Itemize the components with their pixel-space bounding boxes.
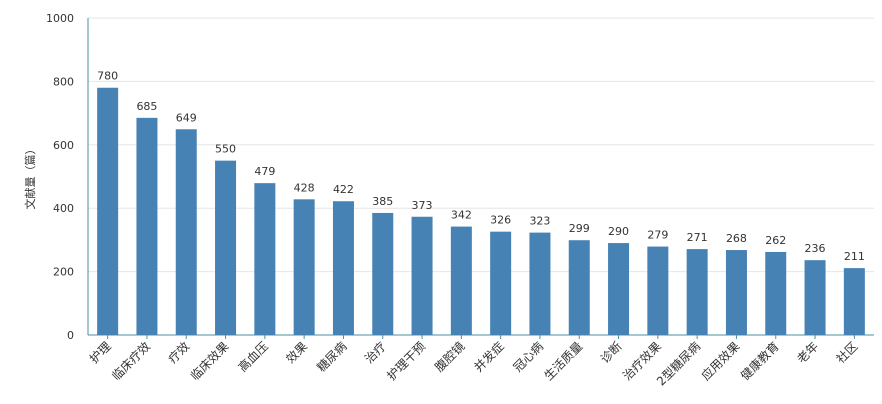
bar-value-label: 685 — [136, 100, 157, 113]
bar-value-label: 422 — [333, 183, 354, 196]
y-tick-label: 400 — [53, 202, 74, 215]
bar — [490, 231, 512, 335]
bar — [608, 243, 630, 335]
category-label: 效果 — [283, 339, 311, 367]
bar-value-label: 479 — [254, 165, 275, 178]
bar — [411, 216, 433, 335]
bar-value-label: 780 — [97, 70, 118, 83]
y-tick-label: 1000 — [46, 12, 74, 25]
category-label: 应用效果 — [698, 339, 743, 384]
category-label: 腹腔镜 — [431, 339, 467, 375]
y-tick-label: 200 — [53, 266, 74, 279]
bars — [97, 87, 865, 336]
bar-value-label: 428 — [294, 181, 315, 194]
bar — [647, 246, 669, 335]
bar-value-label: 290 — [608, 225, 629, 238]
bar — [254, 183, 276, 335]
category-label: 临床效果 — [187, 339, 232, 384]
category-label: 并发症 — [471, 339, 507, 375]
bar — [686, 249, 708, 335]
data-labels: 780 685 649 550 479 428 422 385 373 342 326 323 299 2… — [97, 70, 865, 263]
bar — [372, 212, 394, 335]
category-label: 社区 — [833, 339, 861, 367]
category-label: 诊断 — [597, 339, 625, 367]
category-label: 临床疗效 — [109, 339, 154, 384]
bar — [332, 201, 354, 335]
y-tick-label: 800 — [53, 75, 74, 88]
bar — [804, 260, 826, 335]
category-label: 护理干预 — [384, 339, 428, 383]
bar-value-label: 236 — [805, 242, 826, 255]
y-tick-label: 0 — [67, 329, 74, 342]
category-label: 高血压 — [235, 339, 271, 375]
category-labels: 护理临床疗效 疗效临床效果 高血压 效果 糖尿病 治疗护理干预 腹腔镜 并发症 冠心病生活质量诊… — [87, 339, 861, 389]
category-label: 健康教育 — [737, 339, 782, 384]
bar-value-label: 342 — [451, 209, 472, 222]
y-tick-label: 600 — [53, 139, 74, 152]
bar — [136, 117, 158, 335]
bar-value-label: 385 — [372, 195, 393, 208]
category-label: 冠心病 — [510, 339, 546, 375]
bar — [97, 87, 119, 336]
category-label: 疗效 — [165, 339, 193, 367]
bar-value-label: 550 — [215, 143, 236, 156]
bar-value-label: 268 — [726, 232, 747, 245]
category-label: 老年 — [794, 339, 821, 366]
bar-value-label: 211 — [844, 250, 865, 263]
grid-lines — [88, 17, 874, 273]
category-label: 糖尿病 — [313, 339, 349, 375]
category-label: 护理 — [87, 339, 114, 366]
bar — [568, 240, 590, 335]
y-axis-title: 文献量（篇） — [23, 144, 37, 210]
category-label: 治疗 — [362, 339, 389, 366]
bar — [843, 268, 865, 335]
bar — [175, 129, 197, 335]
bar-value-label: 649 — [176, 111, 197, 124]
bar — [529, 232, 551, 335]
bar-value-label: 279 — [647, 229, 668, 242]
bar-value-label: 373 — [412, 199, 433, 212]
category-label: 生活质量 — [542, 339, 586, 383]
bar-value-label: 262 — [765, 234, 786, 247]
bar-value-label: 299 — [569, 222, 590, 235]
bar — [293, 199, 315, 335]
bar-value-label: 326 — [490, 214, 511, 227]
bar — [450, 226, 472, 335]
bar-value-label: 323 — [529, 215, 550, 228]
bar-value-label: 271 — [687, 231, 708, 244]
bar — [765, 251, 787, 335]
bar — [725, 250, 747, 335]
bar — [215, 160, 237, 335]
